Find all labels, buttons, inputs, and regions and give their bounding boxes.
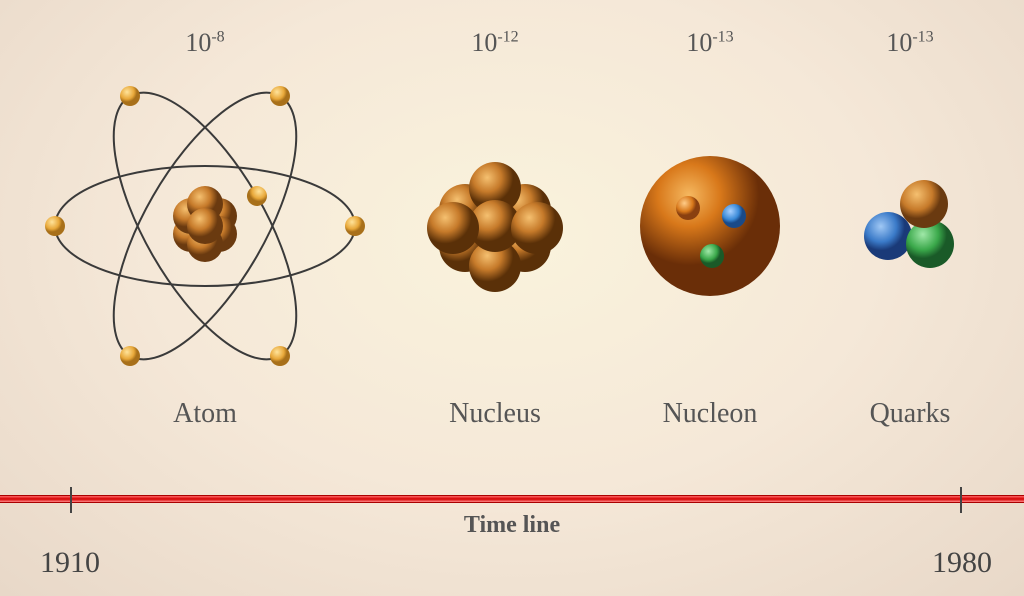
panel-nucleon: 10-13 Nucleon xyxy=(620,28,800,430)
atom-diagram xyxy=(40,66,370,386)
panel-nucleus: 10-12 Nucleus xyxy=(405,28,585,430)
panel-atom: 10-8 xyxy=(40,28,370,430)
scale-label-atom: 10-8 xyxy=(185,28,224,58)
nucleus-diagram xyxy=(405,66,585,386)
atom-nucleus xyxy=(173,186,237,262)
scale-label-nucleon: 10-13 xyxy=(686,28,733,58)
timeline-label: Time line xyxy=(0,512,1024,539)
timeline-year-start: 1910 xyxy=(40,546,100,580)
scale-label-quarks: 10-13 xyxy=(886,28,933,58)
scale-label-nucleus: 10-12 xyxy=(471,28,518,58)
name-label-atom: Atom xyxy=(173,398,237,430)
timeline-tick-start xyxy=(70,487,72,513)
nucleon-diagram xyxy=(620,66,800,386)
panel-quarks: 10-13 Quarks xyxy=(830,28,990,430)
name-label-nucleus: Nucleus xyxy=(449,398,541,430)
timeline-bar xyxy=(0,495,1024,503)
timeline-tick-end xyxy=(960,487,962,513)
quarks-diagram xyxy=(830,66,990,386)
name-label-nucleon: Nucleon xyxy=(663,398,758,430)
timeline-year-end: 1980 xyxy=(932,546,992,580)
name-label-quarks: Quarks xyxy=(870,398,951,430)
